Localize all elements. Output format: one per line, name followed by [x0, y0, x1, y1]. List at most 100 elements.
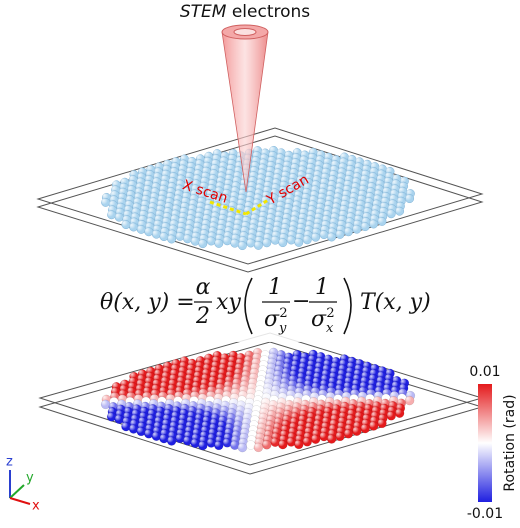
- atom-shine: [289, 422, 296, 429]
- atom-shine: [110, 397, 116, 404]
- atom-shine: [108, 407, 115, 414]
- atom-shine: [300, 203, 307, 210]
- atom-shine: [216, 177, 223, 183]
- atom-shine: [274, 365, 281, 372]
- atom-shine: [255, 236, 262, 243]
- atom-shine: [153, 374, 160, 381]
- atom-shine: [204, 204, 211, 211]
- atom-shine: [178, 217, 185, 224]
- atom-shine: [199, 187, 206, 194]
- atom-shine: [390, 391, 397, 398]
- atom-shine: [262, 393, 269, 400]
- atom-shine: [228, 403, 235, 410]
- atom-shine: [249, 373, 256, 380]
- atom-shine: [270, 188, 277, 195]
- atom-shine: [174, 391, 181, 398]
- atom-shine: [382, 394, 388, 401]
- atom-shine: [341, 195, 348, 202]
- atom-shine: [369, 220, 376, 226]
- atom-shine: [299, 410, 306, 417]
- atom-shine: [308, 402, 315, 409]
- atom-shine: [385, 374, 392, 381]
- atom-shine: [331, 409, 338, 416]
- atom-shine: [324, 407, 330, 414]
- atom-shine: [201, 172, 208, 179]
- atom-shine: [229, 398, 236, 405]
- atom-shine: [148, 409, 154, 416]
- atom-shine: [143, 185, 150, 192]
- atom-shine: [127, 387, 134, 394]
- atom-shine: [391, 184, 398, 191]
- atom-shine: [338, 215, 345, 222]
- atom-shine: [202, 369, 209, 375]
- atom-shine: [337, 173, 344, 179]
- atom-shine: [259, 159, 266, 165]
- atom-shine: [262, 238, 269, 245]
- atom-shine: [147, 414, 154, 421]
- atom-shine: [251, 161, 258, 168]
- atom-shine: [223, 184, 230, 191]
- atom-shine: [169, 225, 176, 231]
- atom-shine: [239, 184, 246, 191]
- atom-shine: [234, 421, 240, 427]
- atom-shine: [218, 219, 224, 226]
- atom-shine: [289, 173, 296, 180]
- atom-shine: [209, 423, 216, 430]
- atom-shine: [344, 382, 350, 389]
- atom-shine: [184, 431, 191, 438]
- atom-shine: [332, 203, 339, 209]
- atom-shine: [250, 214, 257, 220]
- atom-shine: [217, 373, 224, 380]
- atom-shine: [339, 359, 346, 366]
- atom-shine: [352, 427, 359, 433]
- atom-shine: [126, 392, 133, 399]
- atom-shine: [294, 238, 301, 245]
- atom-shine: [145, 377, 152, 384]
- scan-x-line: [209, 200, 247, 216]
- atom-shine: [154, 417, 161, 423]
- atom-shine: [267, 410, 274, 417]
- atom-shine: [379, 207, 386, 214]
- atom-shine: [122, 422, 128, 429]
- atom-shine: [266, 368, 273, 375]
- atom-shine: [252, 156, 258, 163]
- formula-sub-x: x: [326, 321, 334, 336]
- atom-shine: [287, 236, 294, 242]
- colorbar: 0.01 -0.01 Rotation (rad): [467, 364, 518, 522]
- atom-shine: [211, 413, 218, 420]
- beam-label-italic: STEM: [180, 2, 227, 22]
- formula-sigma-a: σ: [264, 307, 280, 332]
- atom-shine: [345, 424, 352, 431]
- atom-shine: [101, 198, 108, 205]
- atom-shine: [356, 200, 363, 207]
- atom-shine: [154, 167, 161, 174]
- axis-y: [9, 484, 25, 499]
- atom-shine: [142, 397, 148, 404]
- atom-shine: [344, 180, 350, 187]
- atom-shine: [306, 215, 313, 222]
- atom-shine: [248, 378, 255, 385]
- atom-shine: [284, 156, 290, 163]
- atom-shine: [213, 149, 220, 156]
- atom-shine: [268, 353, 275, 360]
- formula-one-b: 1: [315, 275, 329, 300]
- atom-shine: [171, 411, 178, 418]
- atom-shine: [259, 413, 266, 420]
- atom-shine: [122, 220, 128, 227]
- atom-shine: [385, 172, 392, 179]
- atom-shine: [290, 216, 297, 222]
- atom-shine: [150, 192, 157, 199]
- atom-shine: [350, 389, 357, 396]
- atom-shine: [328, 382, 334, 389]
- atom-shine: [340, 153, 347, 159]
- atom-shine: [273, 221, 280, 228]
- atom-shine: [283, 208, 290, 215]
- formula-sup-b: 2: [326, 306, 334, 321]
- atom-shine: [164, 207, 170, 214]
- atom-shine: [146, 170, 152, 177]
- atom-shine: [160, 429, 167, 436]
- atom-shine: [282, 415, 289, 422]
- atom-shine: [397, 399, 404, 405]
- atom-shine: [354, 369, 360, 376]
- atom-shine: [220, 157, 226, 163]
